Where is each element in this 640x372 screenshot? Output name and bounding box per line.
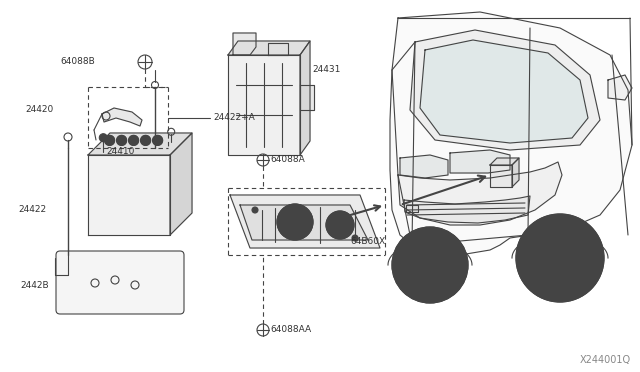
Text: 64088A: 64088A [270, 155, 305, 164]
Polygon shape [240, 205, 368, 240]
Circle shape [326, 211, 354, 239]
Polygon shape [300, 85, 314, 110]
Polygon shape [512, 158, 519, 187]
Polygon shape [268, 43, 288, 55]
Polygon shape [170, 133, 192, 235]
Circle shape [129, 135, 139, 145]
Circle shape [352, 235, 358, 241]
Circle shape [516, 214, 604, 302]
Text: 24422+A: 24422+A [213, 113, 255, 122]
Polygon shape [490, 158, 519, 165]
Polygon shape [400, 155, 448, 178]
Text: 64B60X: 64B60X [350, 237, 385, 247]
Text: 24410: 24410 [106, 147, 134, 155]
Polygon shape [233, 33, 256, 55]
Circle shape [141, 135, 150, 145]
Circle shape [534, 232, 586, 284]
Circle shape [152, 135, 163, 145]
Polygon shape [608, 75, 632, 100]
Polygon shape [230, 195, 380, 248]
Polygon shape [88, 133, 192, 155]
Polygon shape [410, 30, 600, 150]
FancyBboxPatch shape [56, 251, 184, 314]
Circle shape [104, 135, 115, 145]
Text: 64088B: 64088B [60, 58, 95, 67]
Polygon shape [450, 150, 510, 173]
Text: 24431: 24431 [312, 65, 340, 74]
Circle shape [392, 227, 468, 303]
Text: 24422: 24422 [18, 205, 46, 215]
Circle shape [277, 204, 313, 240]
Polygon shape [490, 165, 512, 187]
Circle shape [99, 134, 108, 142]
Circle shape [252, 207, 258, 213]
Polygon shape [398, 162, 562, 225]
Polygon shape [390, 12, 632, 255]
Polygon shape [300, 41, 310, 155]
Polygon shape [102, 108, 142, 126]
Text: 64088AA: 64088AA [270, 326, 311, 334]
Polygon shape [228, 41, 310, 55]
Polygon shape [88, 155, 170, 235]
Polygon shape [404, 196, 530, 223]
Circle shape [116, 135, 127, 145]
Polygon shape [406, 205, 418, 212]
Polygon shape [420, 40, 588, 143]
Text: 24420: 24420 [25, 106, 53, 115]
Circle shape [408, 243, 452, 287]
Polygon shape [228, 55, 300, 155]
Text: X244001Q: X244001Q [580, 355, 631, 365]
Text: 2442B: 2442B [20, 280, 49, 289]
